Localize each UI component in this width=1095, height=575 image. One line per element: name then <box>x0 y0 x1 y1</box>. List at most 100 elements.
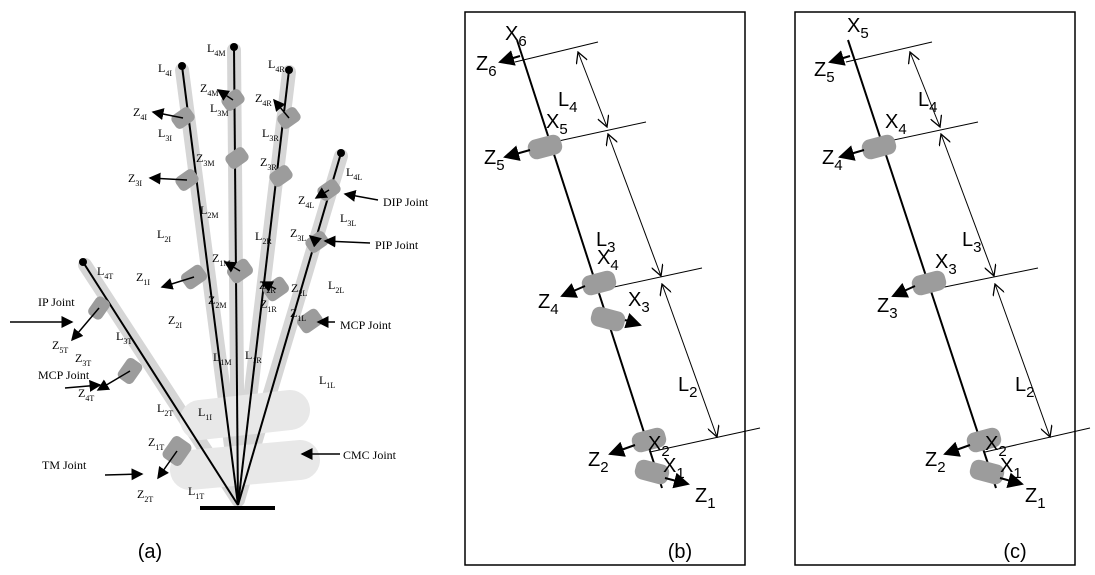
label: MCP Joint <box>340 318 392 332</box>
label-text: L <box>157 227 164 241</box>
label-text: L <box>678 374 689 396</box>
label: L4I <box>158 61 172 78</box>
label-subscript: 2 <box>689 384 697 401</box>
label-subscript: 4I <box>165 69 172 78</box>
label: Z4 <box>822 147 843 174</box>
label: Z4T <box>78 386 94 403</box>
label-subscript: 2 <box>600 459 608 476</box>
label-text: TM Joint <box>42 458 87 472</box>
label-text: L <box>158 61 165 75</box>
label-text: Z <box>52 338 59 352</box>
label-subscript: 2R <box>262 237 272 246</box>
label-subscript: 3T <box>123 337 132 346</box>
label: X5 <box>546 111 568 138</box>
label: L4R <box>268 57 285 74</box>
figure: L4IL4ML4RZ4MZ4RZ4IL3ML3IL3RZ3MZ3RZ3IL4LD… <box>0 0 1095 575</box>
label-text: L <box>255 229 262 243</box>
label-text: Z <box>877 295 889 317</box>
label-text: X <box>985 433 998 455</box>
label-subscript: 5 <box>826 69 834 86</box>
label-text: Z <box>476 53 488 75</box>
label-text: L <box>188 484 195 498</box>
label-subscript: 1L <box>326 381 335 390</box>
label-text: Z <box>695 485 707 507</box>
label-text: CMC Joint <box>343 448 397 462</box>
label: Z3I <box>128 171 142 188</box>
label-text: Z <box>1025 485 1037 507</box>
label-text: L <box>157 401 164 415</box>
label-text: L <box>262 126 269 140</box>
label-subscript: 4R <box>275 65 285 74</box>
label-text: X <box>663 455 676 477</box>
panel-caption: (b) <box>668 541 692 563</box>
label-subscript: 1 <box>1013 465 1021 482</box>
label-text: L <box>97 264 104 278</box>
label: IP Joint <box>38 295 75 309</box>
label-text: Z <box>260 155 267 169</box>
label-text: L <box>918 89 929 111</box>
label-subscript: 4 <box>550 301 558 318</box>
label-text: Z <box>259 278 266 292</box>
label: Z4L <box>298 193 314 210</box>
label-subscript: 3I <box>135 179 142 188</box>
label: L4 <box>918 89 937 116</box>
label: Z1M <box>212 251 230 268</box>
label-text: L <box>198 405 205 419</box>
label-text: L <box>319 373 326 387</box>
label-text: Z <box>814 59 826 81</box>
label-subscript: 5T <box>59 346 68 355</box>
label-text: X <box>885 111 898 133</box>
label-text: L <box>328 278 335 292</box>
label-text: Z <box>75 351 82 365</box>
label-subscript: 4M <box>207 89 218 98</box>
label-subscript: 2M <box>207 211 218 220</box>
label-subscript: 4 <box>569 99 577 116</box>
label-subscript: 4 <box>898 121 906 138</box>
label: L1L <box>319 373 335 390</box>
label-text: Z <box>78 386 85 400</box>
label-text: Z <box>208 293 215 307</box>
label-text: Z <box>137 487 144 501</box>
label-text: L <box>245 348 252 362</box>
label-subscript: 3I <box>165 134 172 143</box>
label-text: L <box>200 203 207 217</box>
label-subscript: 2 <box>1026 384 1034 401</box>
label-subscript: 4L <box>353 173 362 182</box>
label-text: Z <box>148 435 155 449</box>
label-subscript: 1M <box>219 259 230 268</box>
label-subscript: 1M <box>220 358 231 367</box>
label-subscript: 2 <box>937 459 945 476</box>
label-subscript: 1 <box>1037 495 1045 512</box>
label-subscript: 6 <box>488 63 496 80</box>
label-subscript: 5 <box>860 25 868 42</box>
label-text: Z <box>588 449 600 471</box>
label: Z2T <box>137 487 153 504</box>
label: Z3 <box>877 295 898 322</box>
label: Z1I <box>136 270 150 287</box>
label-subscript: 3 <box>641 299 649 316</box>
label: PIP Joint <box>375 238 419 252</box>
label-subscript: 1R <box>267 305 277 314</box>
label-text: L <box>1015 374 1026 396</box>
label: MCP Joint <box>38 368 90 382</box>
label: Z5 <box>484 147 505 174</box>
label: Z2 <box>588 449 609 476</box>
label-subscript: 3 <box>889 305 897 322</box>
label: L2 <box>1015 374 1034 401</box>
label-text: Z <box>133 105 140 119</box>
label-subscript: 3R <box>267 163 277 172</box>
label-subscript: 2L <box>298 289 307 298</box>
panel-c-drawing <box>795 12 1090 565</box>
label-text: Z <box>212 251 219 265</box>
label-subscript: 4 <box>929 99 937 116</box>
label-subscript: 1I <box>205 413 212 422</box>
label-subscript: 1R <box>252 356 262 365</box>
label-text: MCP Joint <box>38 368 90 382</box>
label: Z1T <box>148 435 164 452</box>
label-subscript: 2I <box>164 235 171 244</box>
label-subscript: 3M <box>203 159 214 168</box>
label-subscript: 4I <box>140 113 147 122</box>
label: L2 <box>678 374 697 401</box>
label-text: MCP Joint <box>340 318 392 332</box>
